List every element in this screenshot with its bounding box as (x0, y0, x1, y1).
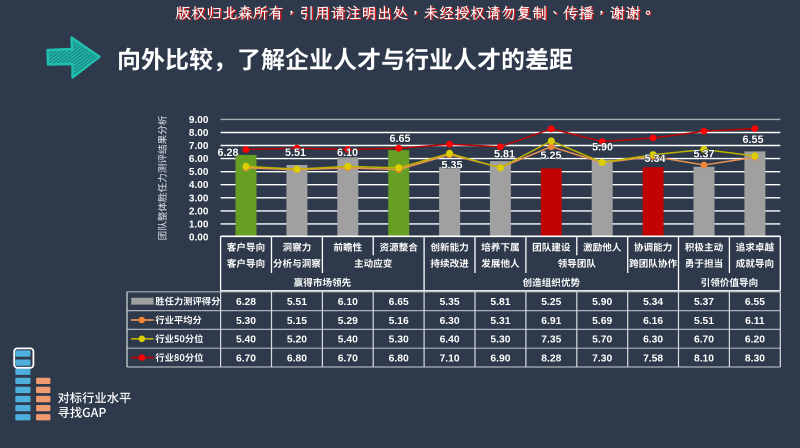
svg-text:9.00: 9.00 (189, 115, 209, 126)
svg-text:8.30: 8.30 (745, 354, 765, 365)
svg-text:7.00: 7.00 (189, 141, 209, 152)
svg-text:5.35: 5.35 (440, 297, 460, 308)
svg-text:6.70: 6.70 (694, 335, 714, 346)
svg-text:4.00: 4.00 (189, 180, 209, 191)
svg-text:5.81: 5.81 (490, 297, 510, 308)
svg-text:5.69: 5.69 (592, 316, 612, 327)
svg-text:7.10: 7.10 (440, 354, 460, 365)
svg-text:8.28: 8.28 (541, 354, 561, 365)
svg-text:6.30: 6.30 (440, 316, 460, 327)
svg-text:5.90: 5.90 (592, 142, 613, 154)
svg-text:6.11: 6.11 (745, 316, 765, 327)
svg-text:5.90: 5.90 (592, 297, 612, 308)
svg-text:5.15: 5.15 (287, 316, 307, 327)
svg-text:6.10: 6.10 (338, 297, 358, 308)
svg-text:5.35: 5.35 (441, 159, 462, 171)
svg-text:5.51: 5.51 (694, 316, 714, 327)
svg-text:5.20: 5.20 (287, 335, 307, 346)
svg-text:5.40: 5.40 (338, 335, 358, 346)
svg-text:5.51: 5.51 (287, 297, 307, 308)
svg-text:6.65: 6.65 (389, 297, 409, 308)
svg-text:6.40: 6.40 (440, 335, 460, 346)
svg-text:5.25: 5.25 (541, 297, 561, 308)
svg-text:5.40: 5.40 (236, 335, 256, 346)
svg-text:7.30: 7.30 (592, 354, 612, 365)
svg-text:2.00: 2.00 (189, 206, 209, 217)
svg-text:8.10: 8.10 (694, 354, 714, 365)
svg-text:5.37: 5.37 (693, 148, 714, 160)
svg-text:1.00: 1.00 (189, 219, 209, 230)
svg-text:6.55: 6.55 (742, 134, 763, 146)
svg-text:5.29: 5.29 (338, 316, 358, 327)
svg-text:6.70: 6.70 (338, 354, 358, 365)
svg-text:6.30: 6.30 (643, 335, 663, 346)
svg-text:6.70: 6.70 (236, 354, 256, 365)
svg-text:7.35: 7.35 (541, 335, 561, 346)
svg-text:6.00: 6.00 (189, 154, 209, 165)
svg-text:5.31: 5.31 (490, 316, 510, 327)
svg-text:6.28: 6.28 (217, 147, 238, 159)
svg-text:5.16: 5.16 (389, 316, 409, 327)
svg-text:6.65: 6.65 (389, 133, 410, 145)
svg-text:6.80: 6.80 (389, 354, 409, 365)
svg-text:5.30: 5.30 (236, 316, 256, 327)
svg-text:0.00: 0.00 (189, 233, 209, 244)
svg-text:5.37: 5.37 (694, 297, 714, 308)
svg-text:7.58: 7.58 (643, 354, 663, 365)
svg-text:6.80: 6.80 (287, 354, 307, 365)
svg-text:6.28: 6.28 (236, 297, 256, 308)
svg-text:5.81: 5.81 (494, 148, 515, 160)
svg-text:5.00: 5.00 (189, 167, 209, 178)
svg-text:5.30: 5.30 (490, 335, 510, 346)
svg-text:6.90: 6.90 (490, 354, 510, 365)
svg-text:3.00: 3.00 (189, 193, 209, 204)
svg-text:5.34: 5.34 (643, 297, 663, 308)
svg-text:5.70: 5.70 (592, 335, 612, 346)
svg-text:5.25: 5.25 (540, 150, 561, 162)
svg-text:6.91: 6.91 (541, 316, 561, 327)
svg-text:6.55: 6.55 (745, 297, 765, 308)
svg-text:8.00: 8.00 (189, 128, 209, 139)
svg-text:6.10: 6.10 (337, 147, 358, 159)
svg-text:5.34: 5.34 (644, 153, 665, 165)
svg-text:6.16: 6.16 (643, 316, 663, 327)
svg-text:6.20: 6.20 (745, 335, 765, 346)
svg-text:5.30: 5.30 (389, 335, 409, 346)
svg-text:5.51: 5.51 (285, 147, 306, 159)
